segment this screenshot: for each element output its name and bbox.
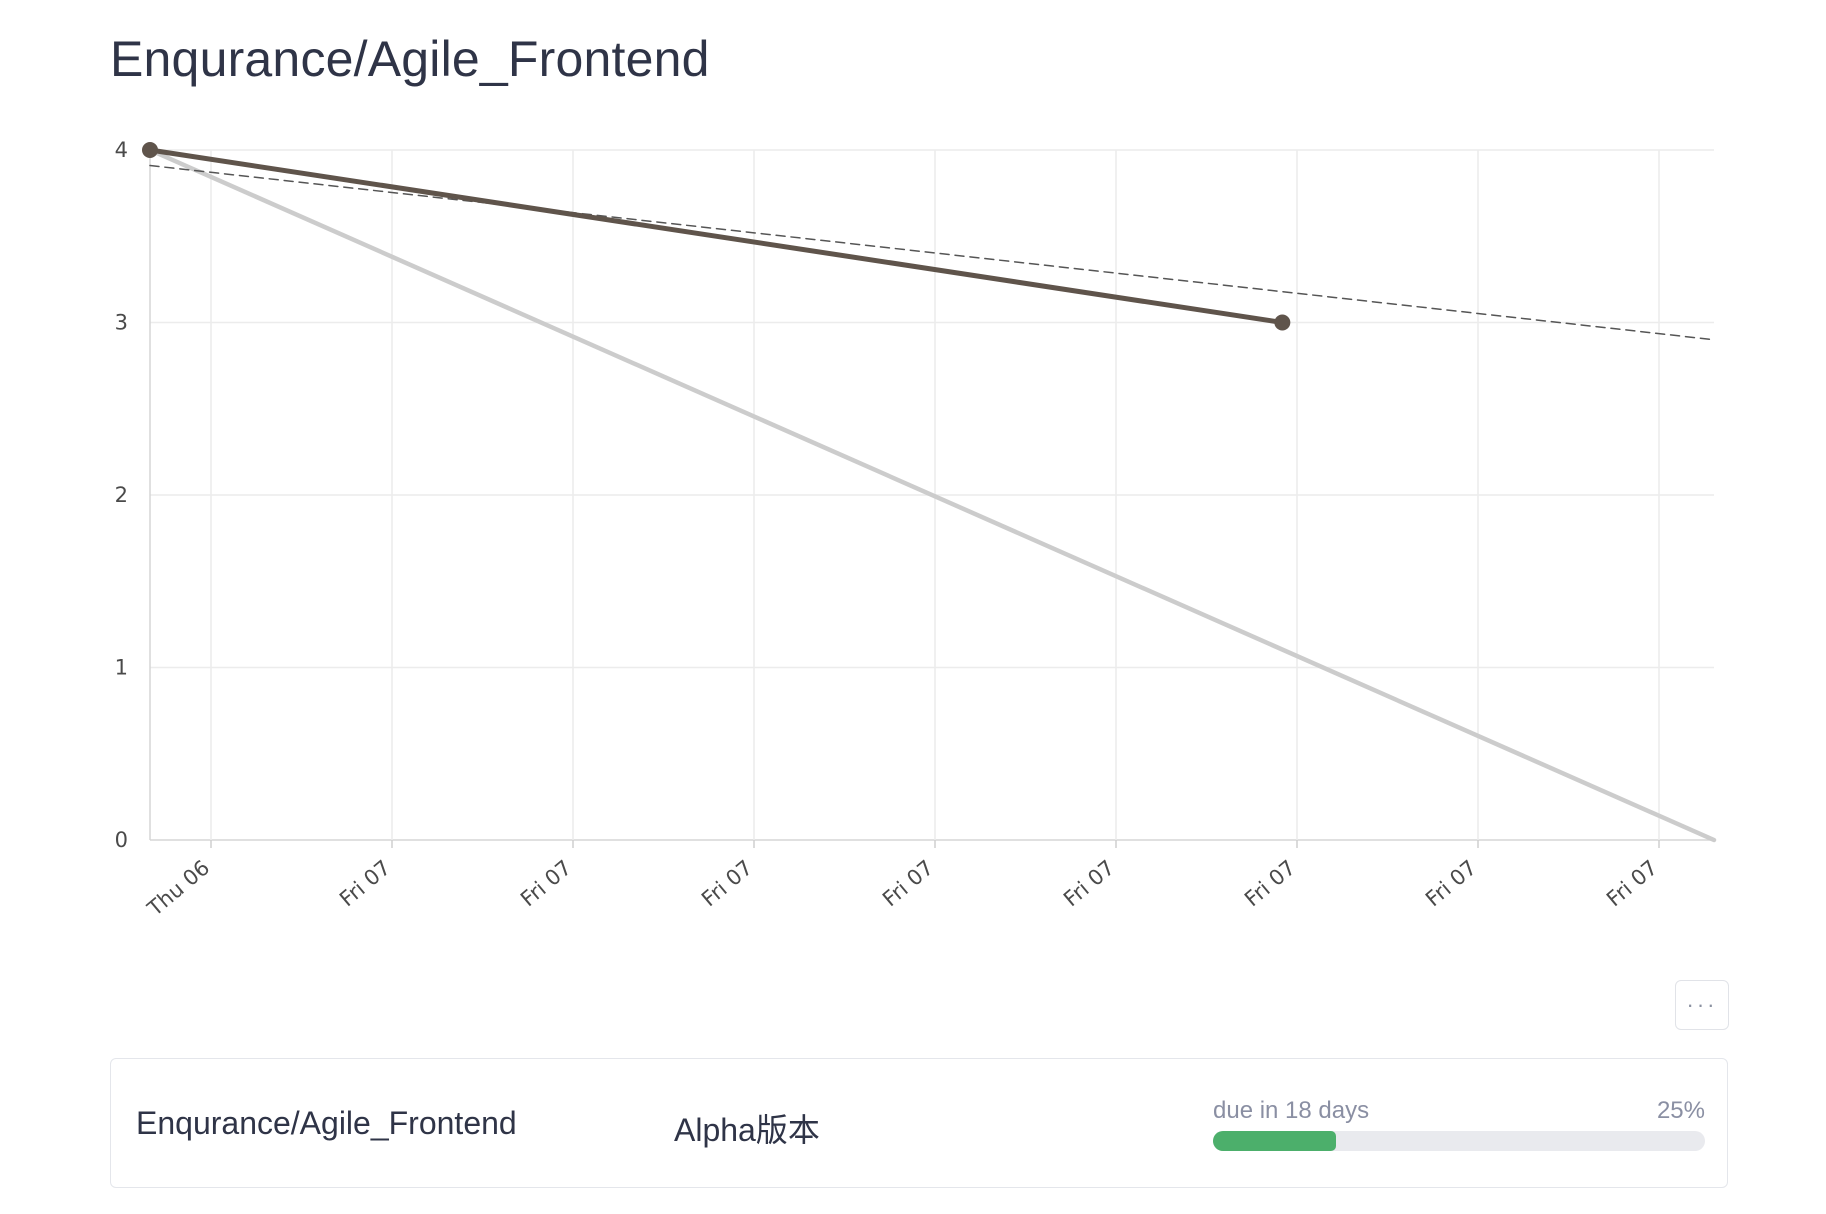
more-options-button[interactable]: ··· — [1675, 980, 1729, 1030]
actual-point — [142, 142, 158, 158]
milestone-name-link[interactable]: Alpha版本 — [674, 1112, 820, 1148]
y-tick-label: 4 — [115, 138, 128, 162]
y-tick-label: 0 — [115, 828, 128, 852]
x-tick-label: Fri 07 — [697, 855, 757, 911]
x-tick-label: Fri 07 — [1602, 855, 1662, 911]
x-tick-label: Thu 06 — [142, 855, 214, 921]
x-tick-label: Fri 07 — [335, 855, 395, 911]
progress-track — [1213, 1131, 1705, 1151]
actual-point — [1274, 314, 1291, 331]
actual-line — [147, 147, 1285, 325]
milestone-card[interactable]: Enqurance/Agile_Frontend Alpha版本 due in … — [110, 1058, 1728, 1188]
x-tick-label: Fri 07 — [516, 855, 576, 911]
due-label: due in 18 days — [1213, 1097, 1370, 1124]
x-tick-label: Fri 07 — [1059, 855, 1119, 911]
percent-label: 25% — [1656, 1097, 1705, 1124]
chart-axes — [149, 150, 1660, 848]
page-title: Enqurance/Agile_Frontend — [110, 31, 710, 87]
ideal-line — [147, 147, 1717, 843]
y-tick-label: 2 — [115, 483, 128, 507]
x-tick-label: Fri 07 — [878, 855, 938, 911]
chart-series — [142, 142, 1717, 843]
x-tick-label: Fri 07 — [1240, 855, 1300, 911]
burndown-chart: 0 1 2 3 4 Thu 06 Fri 07 Fri 07 Fri 07 Fri 07 Fri 0… — [115, 138, 1717, 921]
chart-tick-labels: 0 1 2 3 4 Thu 06 Fri 07 Fri 07 Fri 07 Fri 07 Fri 0… — [115, 138, 1663, 921]
progress-fill — [1213, 1131, 1336, 1151]
projected-line — [149, 164, 1715, 341]
ellipsis-icon: ··· — [1686, 992, 1718, 1017]
milestone-project-link[interactable]: Enqurance/Agile_Frontend — [136, 1105, 517, 1141]
x-tick-label: Fri 07 — [1421, 855, 1481, 911]
y-tick-label: 1 — [115, 656, 128, 680]
y-tick-label: 3 — [115, 311, 128, 335]
